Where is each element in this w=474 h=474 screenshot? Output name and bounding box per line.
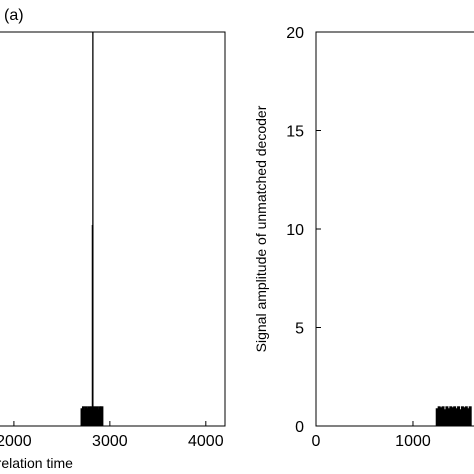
y-tick-label: 0 xyxy=(295,419,304,436)
y-tick-label: 5 xyxy=(295,321,304,338)
x-tick-label: 4000 xyxy=(188,433,224,450)
plot-frame xyxy=(315,31,474,427)
y-tick-label: 15 xyxy=(286,124,304,141)
x-tick-label: 2000 xyxy=(0,433,32,450)
x-tick-label: 0 xyxy=(312,433,321,450)
y-tick-label: 10 xyxy=(286,222,304,239)
x-axis-label: Correlation time xyxy=(0,455,73,471)
x-tick-label: 3000 xyxy=(92,433,128,450)
panel-label: (a) xyxy=(4,7,24,24)
plot-frame xyxy=(0,31,226,427)
y-axis-label: Signal amplitude of unmatched decoder xyxy=(253,105,269,352)
y-tick-label: 20 xyxy=(286,25,304,42)
x-tick-label: 1000 xyxy=(395,433,431,450)
